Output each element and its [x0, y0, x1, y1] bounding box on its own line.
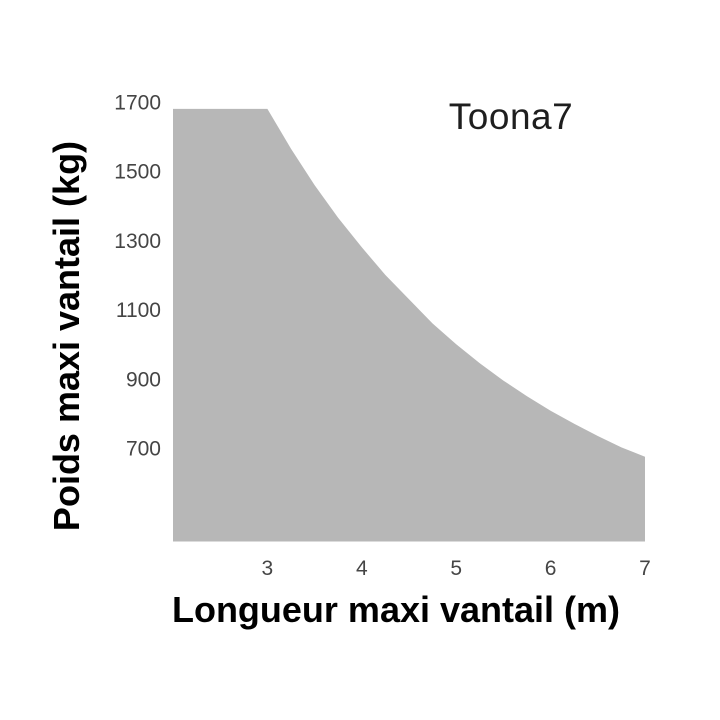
y-tick-label: 1700 — [114, 92, 161, 115]
x-tick-label: 3 — [262, 557, 274, 580]
weight-capacity-area — [173, 108, 645, 542]
x-tick-label: 4 — [356, 557, 368, 580]
y-tick-label: 1100 — [116, 299, 161, 322]
y-tick-label: 1300 — [114, 230, 161, 253]
y-axis-tick-labels: 1700 1500 1300 1100 900 700 — [114, 92, 161, 461]
x-axis-tick-labels: 3 4 5 6 7 — [262, 557, 651, 580]
x-tick-label: 6 — [545, 557, 557, 580]
x-axis-label: Longueur maxi vantail (m) — [171, 589, 621, 630]
y-tick-label: 700 — [126, 438, 161, 461]
x-tick-label: 7 — [639, 557, 651, 580]
y-axis-label: Poids maxi vantail (kg) — [46, 140, 87, 532]
chart-title: Toona7 — [448, 96, 574, 137]
y-tick-label: 900 — [126, 368, 161, 391]
x-tick-label: 5 — [450, 557, 462, 580]
y-tick-label: 1500 — [114, 161, 161, 184]
